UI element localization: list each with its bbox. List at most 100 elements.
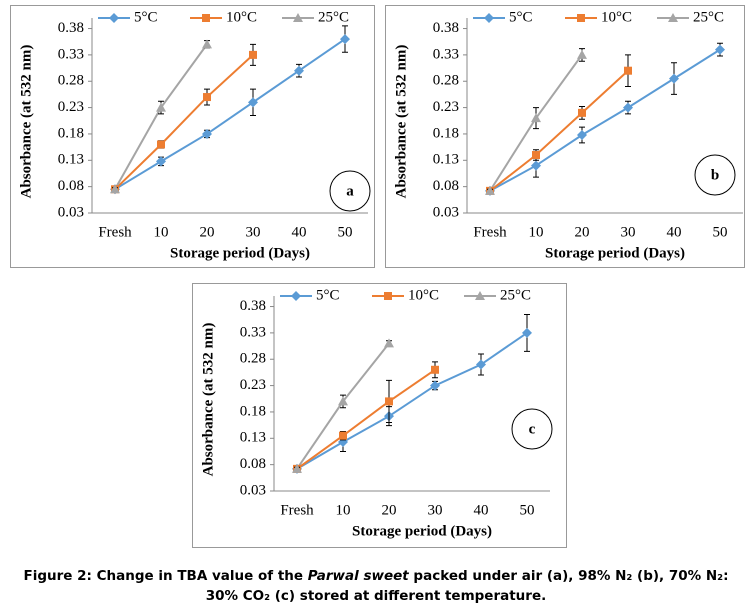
legend-label: 10°C [408,287,439,303]
marker [340,34,350,45]
marker [156,102,166,112]
y-tick-label: 0.23 [58,99,84,115]
caption-italic: Parwal sweet [307,568,409,584]
x-tick-label: 10 [154,224,169,240]
y-tick-label: 0.28 [433,73,459,89]
figure: 0.03 0.08 0.13 0.18 0.23 0.28 0.33 0.38 Fresh 10 2… [10,5,745,548]
series-line [114,38,346,191]
marker [249,50,257,59]
marker [109,13,119,23]
marker [715,44,725,55]
marker [157,140,165,149]
marker [531,113,541,123]
y-axis-title: Absorbance (at 532 nm) [393,45,409,199]
marker [484,13,494,23]
marker [248,97,258,108]
x-tick-label: 30 [621,224,636,240]
legend-label: 5°C [316,287,340,303]
y-tick-label: 0.23 [240,377,266,393]
marker [485,185,495,195]
x-tick-label: 50 [520,502,535,518]
chart-border [385,5,745,268]
marker [577,49,587,59]
caption-text: Figure 2: Change in TBA value of the [23,568,308,584]
x-tick-label: 20 [575,224,590,240]
y-axis-title: Absorbance (at 532 nm) [18,45,34,199]
panel-label: a [346,183,354,199]
marker [531,160,541,171]
y-tick-label: 0.23 [433,99,459,115]
y-tick-label: 0.03 [58,204,84,220]
marker [203,93,211,102]
x-tick-label: Fresh [98,224,132,240]
legend-label: 5°C [134,9,158,25]
legend-label: 25°C [693,9,724,25]
marker [156,156,166,167]
y-tick-label: 0.13 [433,152,459,168]
marker [110,184,120,194]
legend-label: 25°C [500,287,531,303]
marker [668,13,678,22]
marker [339,431,347,440]
chart: 0.03 0.08 0.13 0.18 0.23 0.28 0.33 0.38 Fresh 10 2… [10,5,375,268]
series-line [489,48,721,192]
legend-label: 10°C [601,9,632,25]
panel-label: b [711,167,719,183]
x-tick-label: 10 [529,224,544,240]
marker [293,13,303,22]
y-tick-label: 0.33 [240,324,266,340]
y-tick-label: 0.08 [240,456,266,472]
chart-border [192,283,567,548]
x-tick-label: 20 [382,502,397,518]
legend-label: 25°C [318,9,349,25]
marker [577,130,587,140]
x-axis-title: Storage period (Days) [352,523,492,539]
chart: 0.03 0.08 0.13 0.18 0.23 0.28 0.33 0.38 Fresh 10 2… [192,283,567,548]
y-tick-label: 0.28 [58,73,84,89]
marker [624,66,632,75]
marker [202,128,212,139]
y-tick-label: 0.33 [58,46,84,62]
marker [475,291,485,300]
y-tick-label: 0.13 [58,152,84,168]
y-tick-label: 0.38 [433,20,459,36]
marker [623,102,633,113]
marker [384,338,394,348]
marker [430,380,440,391]
panel-circle [329,170,371,212]
marker [294,65,304,76]
x-tick-label: Fresh [473,224,507,240]
series-line [114,54,254,191]
marker [431,365,439,374]
y-tick-label: 0.18 [433,125,459,141]
x-tick-label: 40 [292,224,307,240]
caption: Figure 2: Change in TBA value of the Par… [6,566,746,606]
x-tick-label: 40 [667,224,682,240]
x-axis-title: Storage period (Days) [545,245,685,261]
chart: 0.03 0.08 0.13 0.18 0.23 0.28 0.33 0.38 Fresh 10 2… [385,5,745,268]
x-tick-label: 50 [713,224,728,240]
series-line [296,368,436,470]
marker [292,463,302,473]
y-tick-label: 0.03 [240,482,266,498]
panel-circle [694,154,736,196]
x-tick-label: 20 [200,224,215,240]
x-tick-label: 50 [338,224,353,240]
y-tick-label: 0.18 [58,125,84,141]
x-tick-label: 30 [246,224,261,240]
y-tick-label: 0.08 [58,178,84,194]
x-tick-label: Fresh [280,502,314,518]
marker [202,39,212,49]
series-line [489,69,629,192]
y-tick-label: 0.38 [58,20,84,36]
marker [202,14,210,22]
marker [291,291,301,301]
panel-label: c [529,421,536,437]
y-tick-label: 0.38 [240,298,266,314]
marker [578,108,586,117]
caption-text: packed under air (a), 98% N₂ (b), 70% N₂… [205,568,729,604]
legend-label: 5°C [509,9,533,25]
marker [476,359,486,370]
marker [669,73,679,84]
